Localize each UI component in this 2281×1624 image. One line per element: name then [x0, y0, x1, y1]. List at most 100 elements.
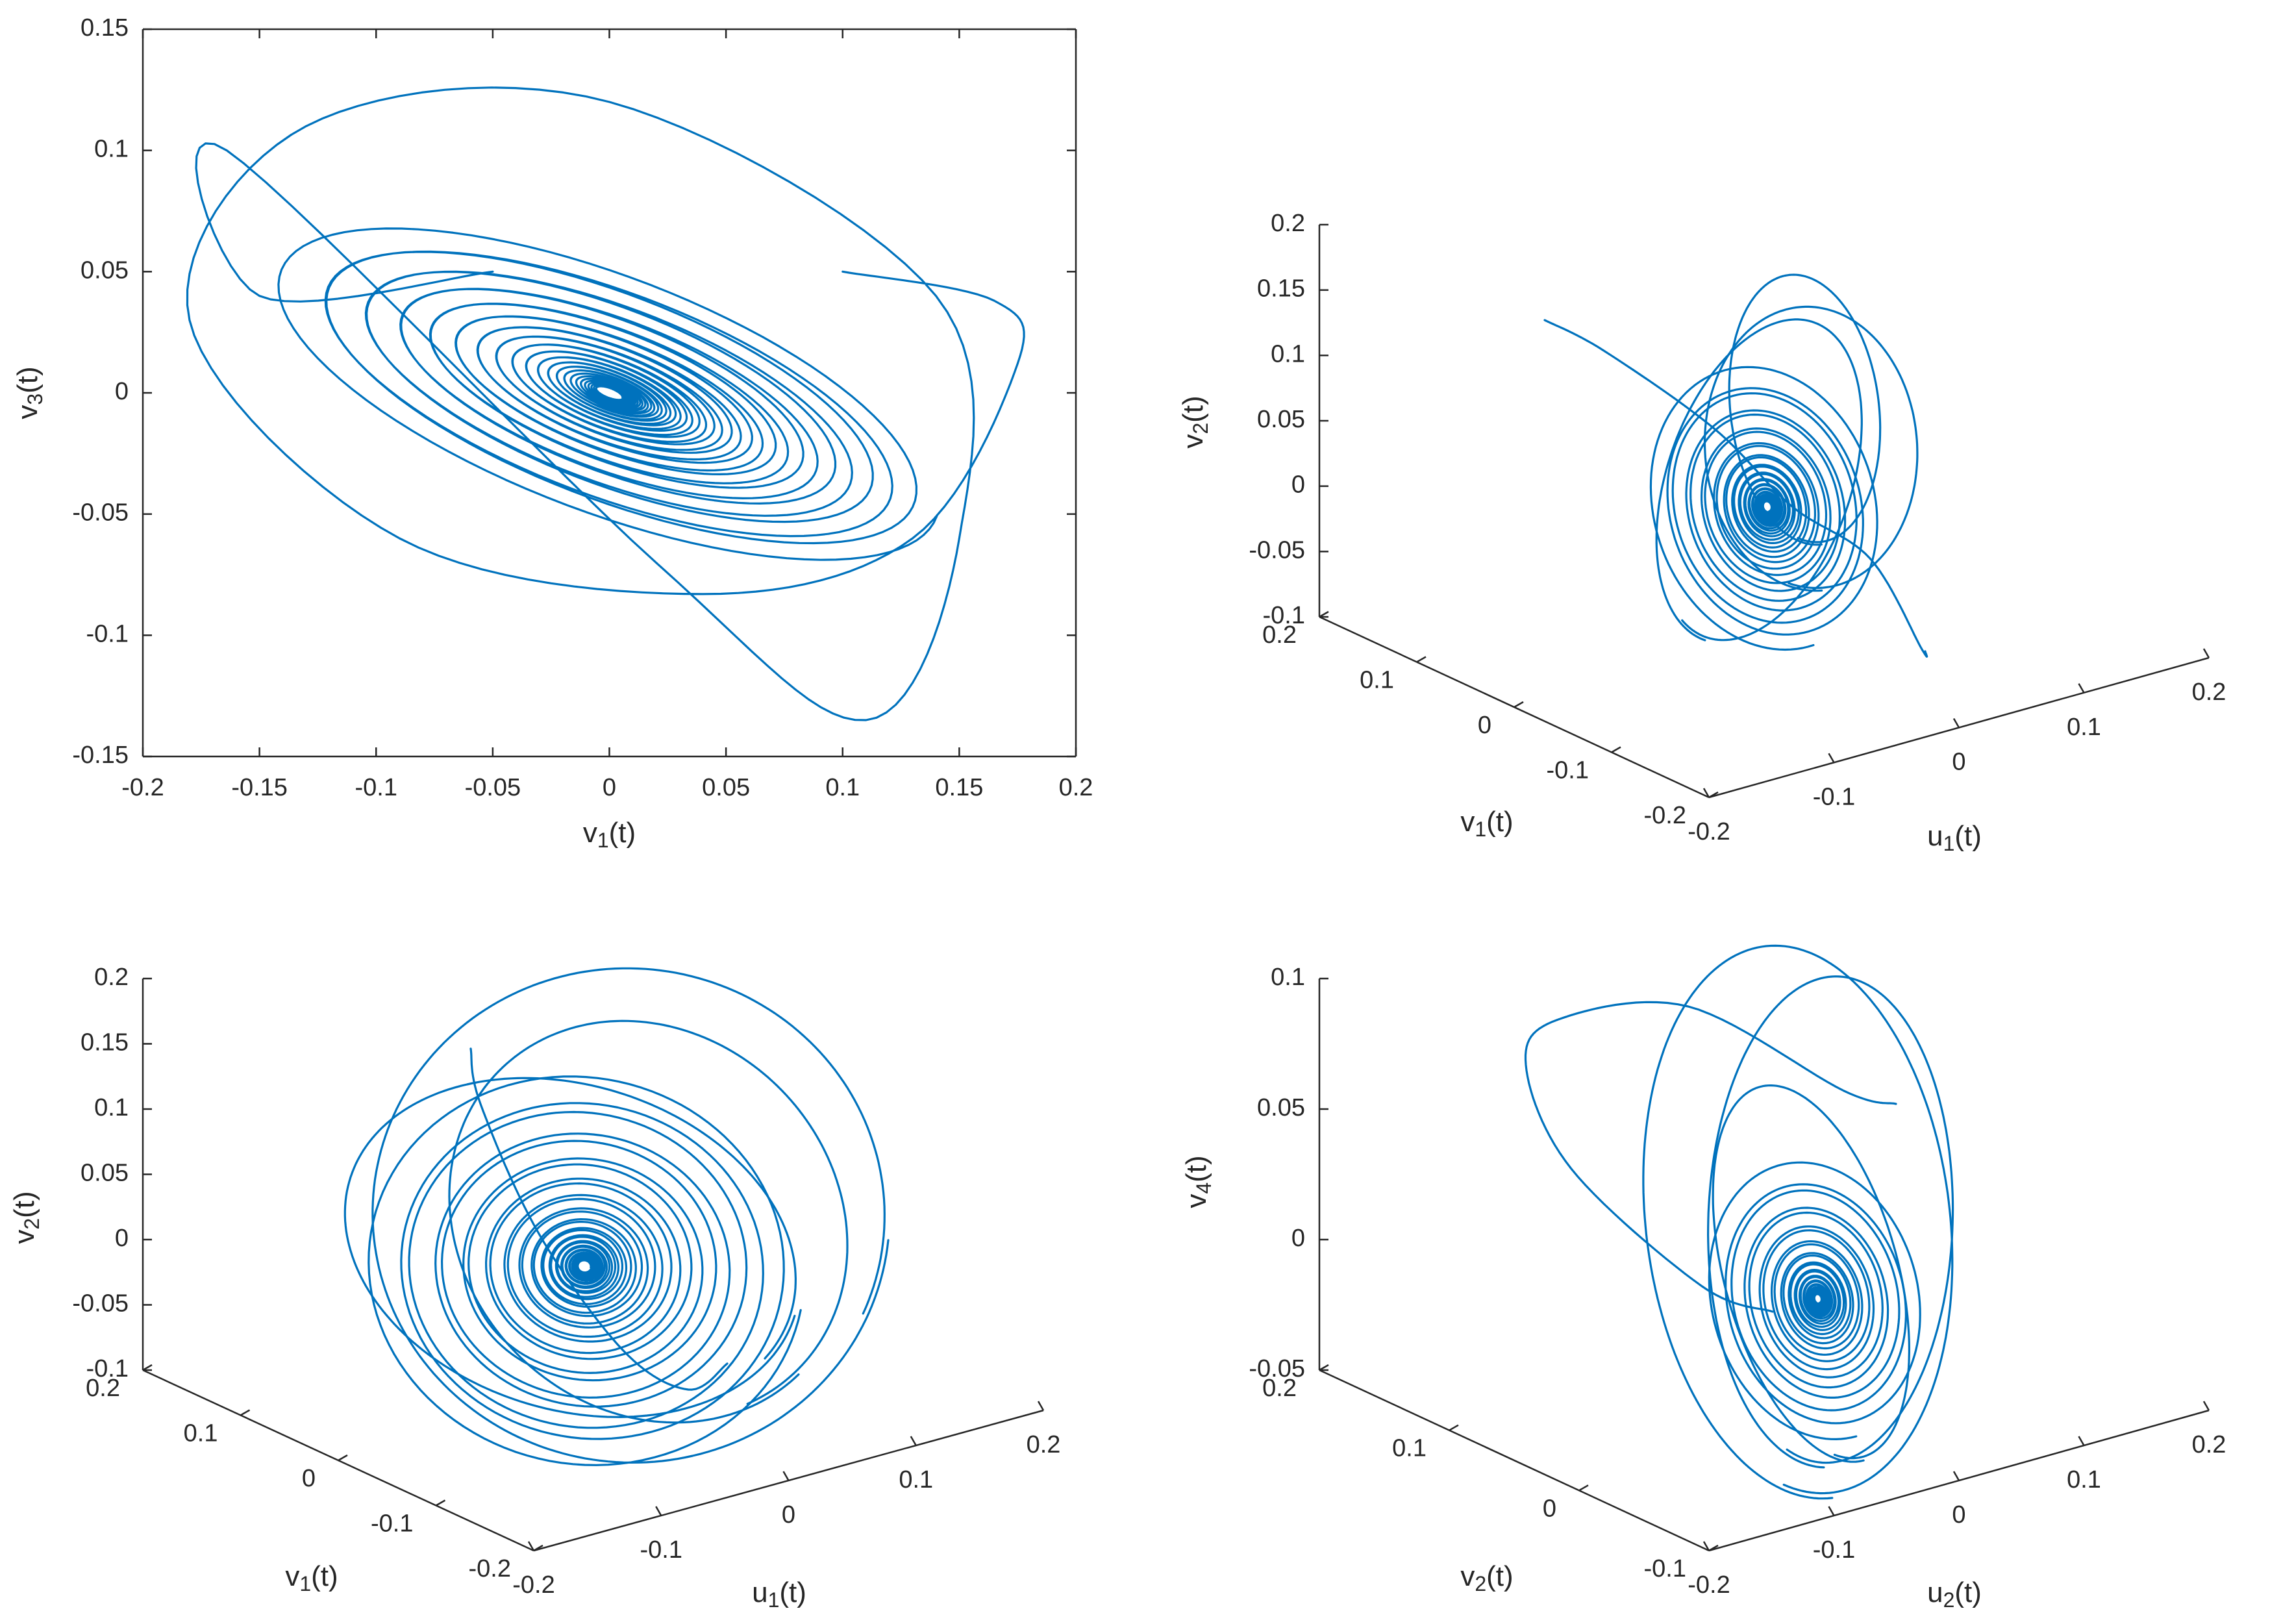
panel-4-ztick-label: 0.05	[1257, 1094, 1305, 1121]
panel-3-ylabel-subscript: 1	[299, 1572, 311, 1595]
panel-2-xtick-label: 0	[1952, 749, 1965, 776]
panel-4-xtick	[1952, 1471, 1960, 1481]
panel-4-ylabel: v2(t)	[1460, 1560, 1513, 1596]
panel-4-ytick-label: -0.1	[1644, 1555, 1686, 1582]
panel-1-ytick-label: 0.1	[94, 136, 129, 163]
panel-4-loop-2	[1712, 1084, 1910, 1463]
panel-2-xlabel-base: u	[1927, 820, 1943, 852]
panel-1-xtick-label: 0.1	[825, 774, 860, 801]
panel-2-xtick	[2202, 648, 2210, 658]
panel-4-ylabel-suffix: (t)	[1486, 1560, 1514, 1592]
panel-1-ylabel-subscript: 3	[23, 394, 47, 405]
panel-4-xtick-label: -0.1	[1813, 1536, 1855, 1564]
panel-1-xlabel: v1(t)	[583, 817, 636, 853]
panel-3-xtick-label: -0.2	[512, 1571, 555, 1599]
panel-3-ytick-label: 0.1	[184, 1420, 218, 1447]
panel-4-y-axis	[1319, 1369, 1710, 1552]
panel-4-xtick	[2202, 1401, 2210, 1411]
panel-3-ytick-label: -0.2	[469, 1555, 511, 1582]
panel-2-xtick	[2078, 683, 2085, 693]
panel-1-v1-v3: -0.2 -0.15 -0.1 -0.05 0 0.05 0.1 0.15 0.2 -0.15 -0…	[12, 14, 1093, 852]
panel-2-loop-2	[1703, 305, 1919, 592]
panel-2-trajectory-group	[1543, 273, 1928, 658]
panel-4-ztick-label: -0.05	[1249, 1355, 1305, 1382]
panel-1-ytick-label: -0.1	[86, 620, 129, 647]
panel-2-ztick-label: 0.1	[1271, 340, 1305, 368]
panel-2-xtick	[1702, 788, 1710, 798]
panel-1-transient-line	[186, 86, 1025, 721]
panel-4-xtick-label: 0.2	[2192, 1431, 2226, 1458]
panel-2-xtick	[1952, 718, 1960, 729]
panel-4-ztick-label: 0	[1291, 1225, 1305, 1252]
panel-2-xlabel-suffix: (t)	[1954, 820, 1982, 852]
panel-4-xtick-label: 0	[1952, 1501, 1965, 1529]
panel-2-ytick	[1319, 610, 1329, 618]
panel-3-zlabel-subscript: 2	[20, 1218, 44, 1230]
panel-1-xlabel-suffix: (t)	[609, 817, 636, 849]
panel-3-ylabel: v1(t)	[285, 1560, 338, 1596]
panel-3-xlabel-base: u	[752, 1577, 767, 1608]
panel-3-ytick-label: 0	[302, 1465, 316, 1492]
panels: -0.2 -0.15 -0.1 -0.05 0 0.05 0.1 0.15 0.2 -0.15 -0…	[8, 14, 2226, 1612]
panel-1-xlabel-base: v	[583, 817, 597, 849]
panel-4-ytick-label: 0.2	[1262, 1375, 1297, 1402]
panel-4-trajectory-group	[1524, 944, 1954, 1500]
panel-1-trajectory-group	[186, 86, 1025, 721]
panel-2-zlabel-suffix: (t)	[1177, 395, 1209, 423]
panel-4-ztick-label: 0.1	[1271, 964, 1305, 991]
panel-3-ytick	[533, 1544, 543, 1552]
panel-1-ytick-label: 0.15	[81, 14, 129, 42]
panel-2-zlabel: v2(t)	[1177, 395, 1213, 448]
panel-3-ytick	[142, 1364, 153, 1371]
panel-4-loop-1	[1707, 975, 1954, 1469]
panel-2-xlabel-subscript: 1	[1943, 832, 1955, 855]
panel-1-spiral-line	[277, 227, 938, 561]
panel-1-ytick-label: -0.15	[72, 742, 129, 769]
panel-3-loop-2	[343, 1077, 797, 1418]
panel-3-xtick	[1037, 1401, 1045, 1411]
panel-4-3d: -0.2-0.100.10.2-0.100.10.2-0.0500.050.1u…	[1180, 944, 2226, 1612]
panel-2-ztick-label: 0.2	[1271, 210, 1305, 237]
panel-2-ytick-label: -0.2	[1644, 802, 1686, 829]
panel-4-loop-0	[1642, 944, 1954, 1500]
panel-1-xtick-label: -0.15	[231, 774, 288, 801]
panel-4-ytick	[1319, 1364, 1329, 1371]
panel-4-xlabel: u2(t)	[1927, 1577, 1982, 1612]
panel-4-xtick	[1828, 1506, 1835, 1516]
panel-1-ylabel-suffix: (t)	[12, 366, 44, 394]
panel-3-xtick	[910, 1436, 917, 1446]
panel-2-zlabel-subscript: 2	[1189, 423, 1212, 434]
panel-2-ytick	[1514, 701, 1524, 708]
panel-4-ytick	[1708, 1544, 1719, 1552]
panel-4-xlabel-subscript: 2	[1943, 1588, 1955, 1612]
panel-4-xtick	[2078, 1436, 2085, 1446]
panel-1-xtick-label: -0.2	[121, 774, 164, 801]
panel-2-ytick-label: 0	[1478, 712, 1491, 739]
panel-3-xlabel-subscript: 1	[768, 1588, 780, 1612]
panel-3-3d: -0.2-0.100.10.2-0.2-0.100.10.2-0.1-0.050…	[8, 964, 1061, 1612]
panel-2-xtick-label: -0.1	[1813, 783, 1855, 810]
panel-3-ylabel-suffix: (t)	[311, 1560, 338, 1592]
panel-3-xtick	[782, 1471, 790, 1481]
panel-2-ytick	[1611, 746, 1621, 753]
panel-2-loop-1	[1655, 318, 1863, 642]
panel-3-xtick-label: -0.1	[640, 1536, 682, 1564]
panel-1-xtick-label: -0.1	[355, 774, 397, 801]
panel-2-ztick-label: 0	[1291, 471, 1305, 499]
panel-4-ylabel-subscript: 2	[1475, 1572, 1486, 1595]
panel-3-ztick-label: 0.15	[81, 1029, 129, 1056]
panel-1-xtick-label: 0.2	[1059, 774, 1093, 801]
panel-1-xtick-label: 0.15	[935, 774, 983, 801]
panel-2-ytick-label: -0.1	[1547, 757, 1589, 784]
panel-4-ytick	[1449, 1424, 1459, 1431]
panel-4-xlabel-base: u	[1927, 1577, 1943, 1608]
panel-4-ytick-label: 0.1	[1392, 1435, 1427, 1462]
panel-2-ytick-label: 0.2	[1262, 621, 1297, 649]
panel-2-3d: -0.2-0.100.10.2-0.2-0.100.10.2-0.1-0.050…	[1177, 210, 2226, 855]
panel-2-xtick-label: 0.1	[2067, 714, 2101, 741]
panel-2-xlabel: u1(t)	[1927, 820, 1982, 856]
panel-2-ytick-label: 0.1	[1360, 667, 1394, 694]
panel-3-xtick	[655, 1506, 662, 1516]
panel-4-ylabel-base: v	[1460, 1560, 1475, 1592]
